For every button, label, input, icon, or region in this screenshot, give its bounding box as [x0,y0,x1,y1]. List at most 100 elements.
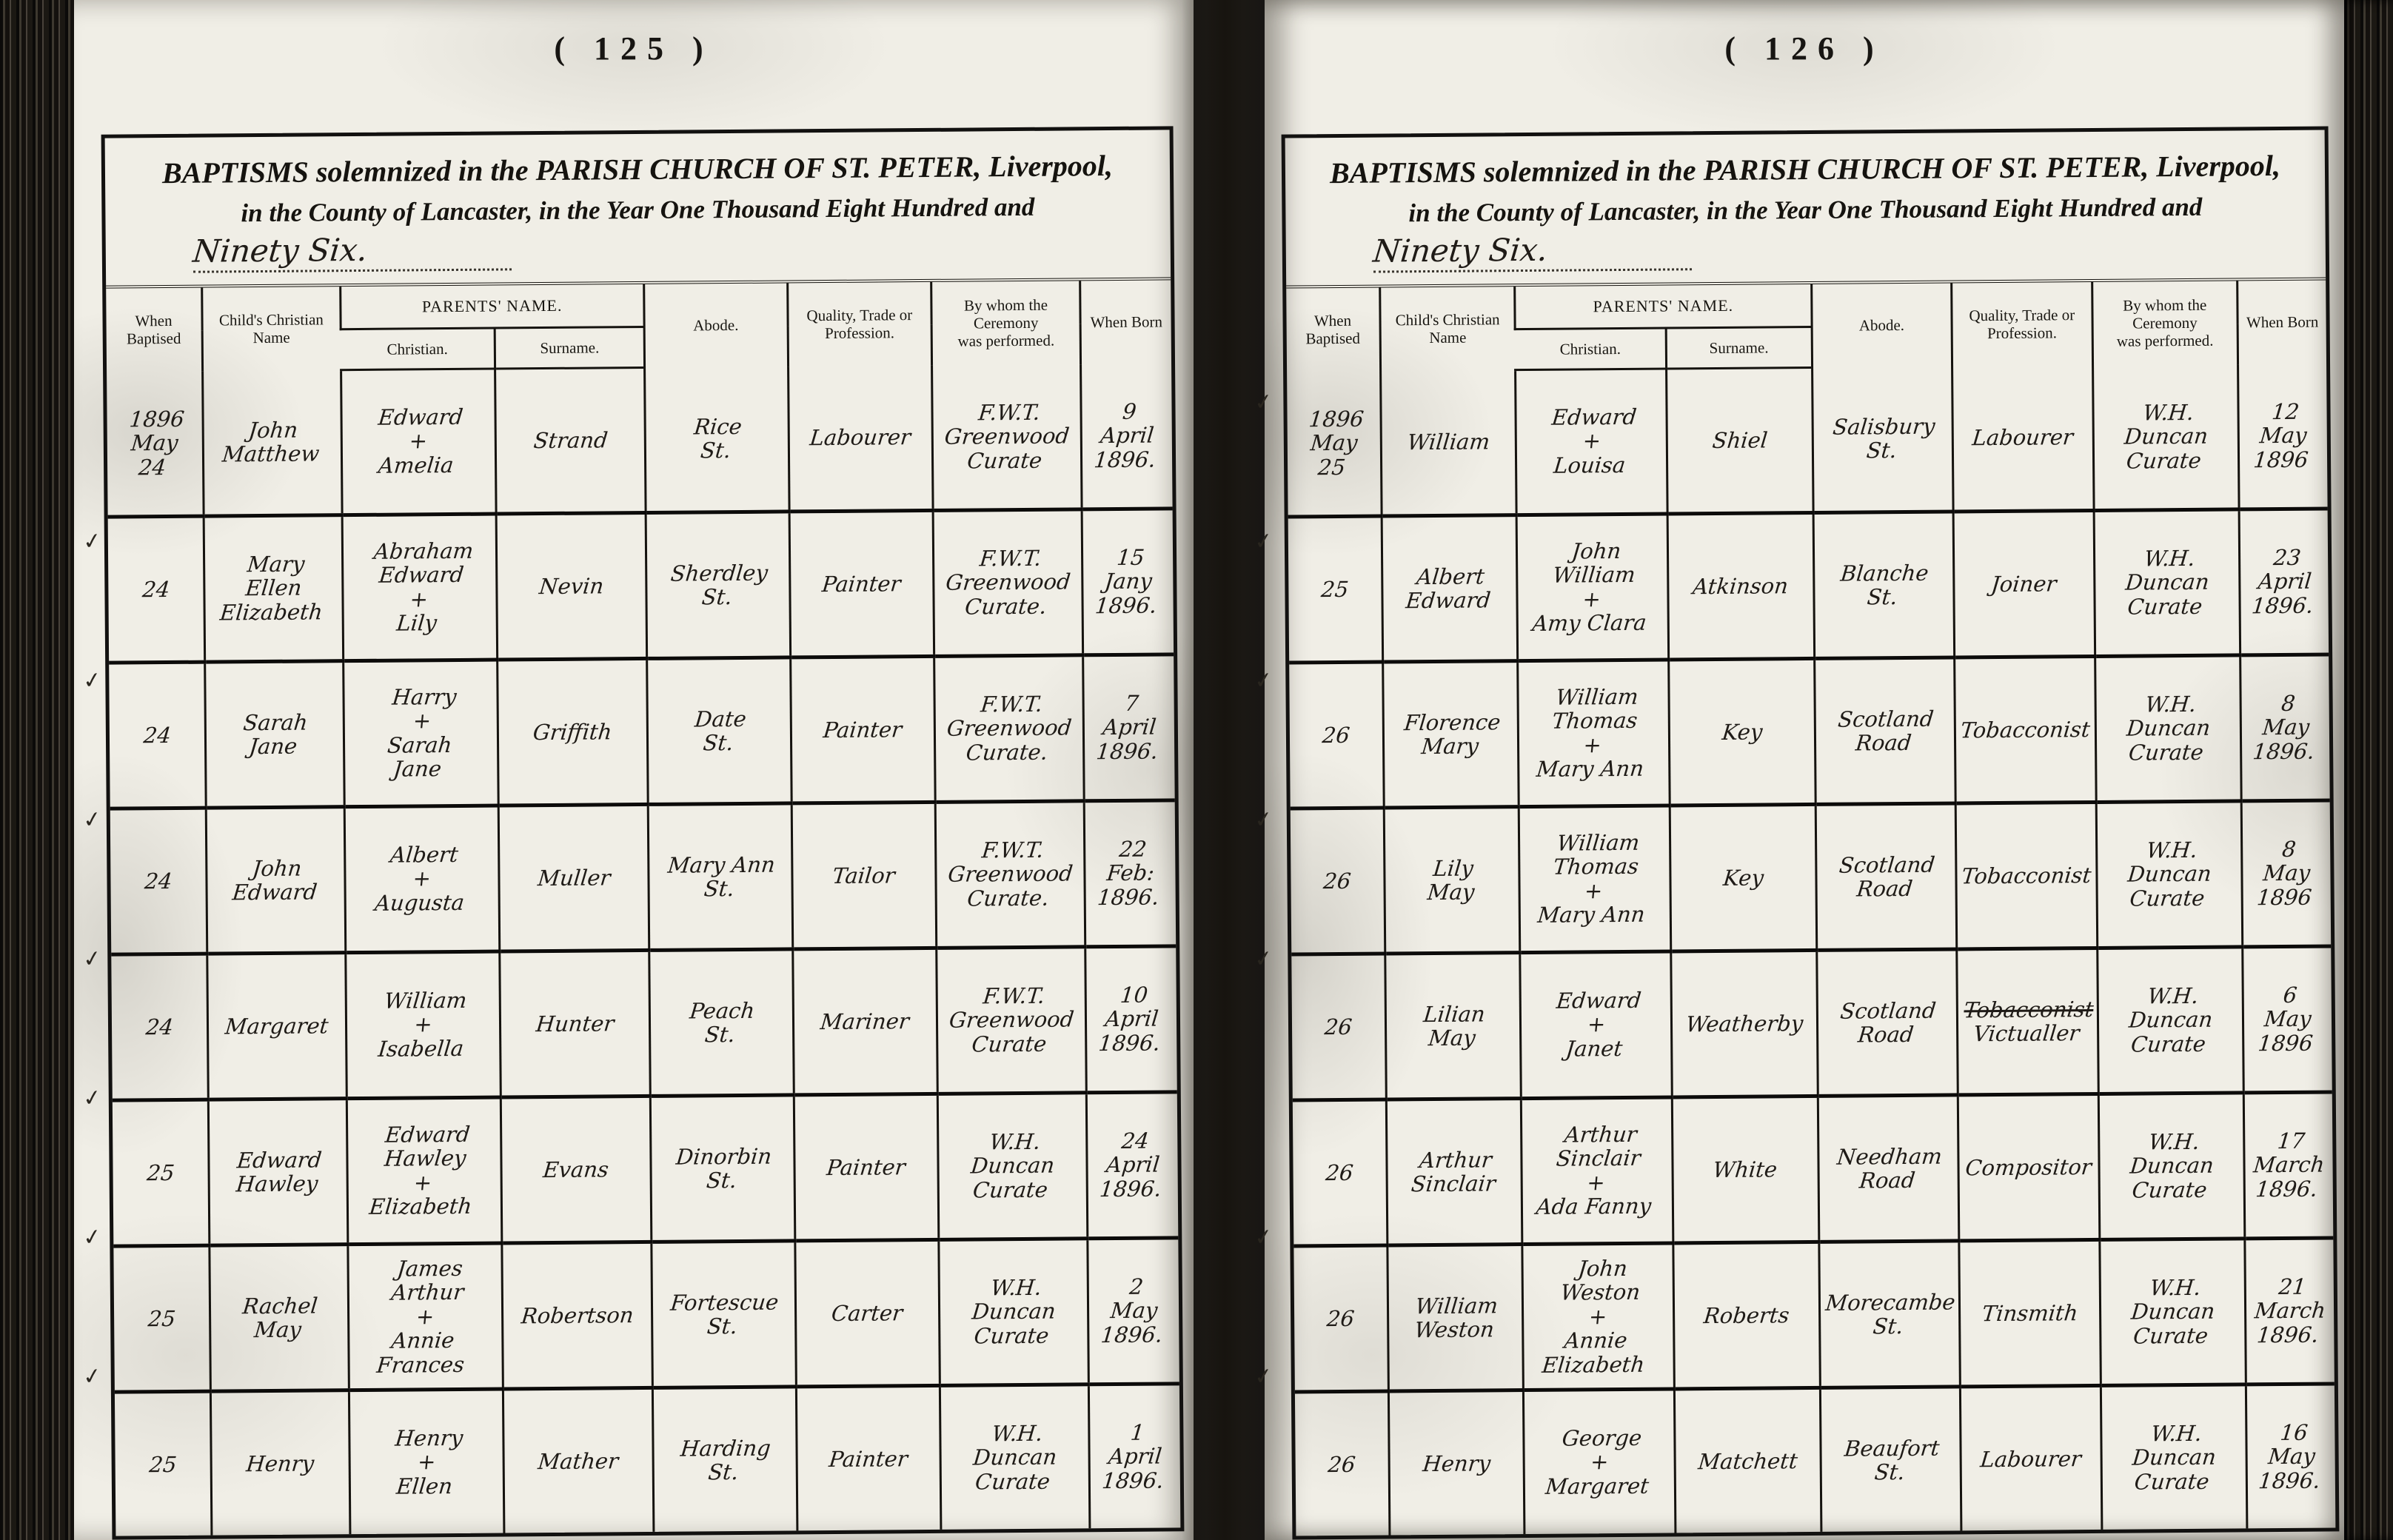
book-page-edges-left [0,0,74,1540]
cell-child: Sarah Jane [204,660,345,808]
tick-mark-icon: ✓ [81,527,104,556]
col-quality: Quality, Trade or Profession. [1951,281,2093,366]
cell-trade: Painter [794,1094,939,1241]
tick-mark-icon: ✓ [81,1223,104,1252]
title-solemnized: solemnized in the [315,153,529,189]
cell-trade: Painter [789,510,934,657]
cell-born: 22 Feb: 1896. [1084,800,1177,947]
cell-trade: Labourer [1952,365,2094,512]
cell-born: 10 April 1896. [1085,945,1177,1093]
cell-ceremony: W.H. Duncan Curate [2098,1092,2245,1240]
register-row: 25 Henry Henry + Ellen Mather Harding St. Pai… [115,1383,1181,1536]
title-line-2: in the County of Lancaster, in the Year … [241,192,1035,228]
cell-surname: Muller [498,804,649,952]
col-when-baptised: When Baptised [1305,311,1361,348]
register-row: 26 Henry George + Margaret Matchett Beaufort… [1295,1383,2336,1536]
cell-born: 8 May 1896 [2241,800,2332,947]
title-church: PARISH CHURCH OF ST. PETER, [535,150,982,187]
register-row: 25 Rachel May James Arthur + Annie Frances… [113,1237,1179,1393]
cell-child: Arthur Sinclair [1386,1098,1523,1246]
cell-trade: Tinsmith [1958,1239,2101,1387]
cell-trade: Tobacconist Victualler [1956,948,2098,1095]
cell-trade: Compositor [1958,1094,2100,1241]
cell-born: 8 May 1896. [2240,654,2330,801]
register-row: 25 Edward Hawley Edward Hawley + Elizabeth… [112,1091,1179,1247]
cell-child: John Edward [206,806,346,954]
cell-baptised: 24 [107,516,205,663]
register-title: BAPTISMS solemnized in the PARISH CHURCH… [1285,130,2326,289]
cell-parents: John William + Amy Clara [1516,514,1669,661]
table-header: When Baptised Child's Christian Name PAR… [106,280,1172,372]
cell-baptised: 25 [147,1451,178,1478]
table-body: 1896 May 25 William Edward + Louisa Shiel Sa… [1287,364,2336,1536]
cell-abode: Harding St. [652,1386,797,1532]
register-row: 26 Arthur Sinclair Arthur Sinclair + Ada F… [1292,1091,2334,1246]
cell-trade: Labourer [1960,1385,2102,1531]
col-by-whom: By whom the Ceremony was performed. [931,281,1081,366]
register-row: 26 William Weston John Weston + Annie Eliz… [1293,1237,2335,1392]
cell-child: Lilian May [1385,952,1522,1100]
register-row: 26 Lilian May Edward + Janet Weatherby Scotl… [1291,945,2332,1101]
cell-born: 24 April 1896. [1086,1091,1179,1239]
cell-ceremony: W.H. Duncan Curate [2099,1238,2246,1386]
cell-parents: William + Isabella [345,951,501,1099]
cell-born: 17 March 1896. [2243,1091,2334,1239]
cell-surname: Nevin [496,512,647,660]
cell-surname: Mather [503,1387,654,1533]
cell-surname: White [1672,1096,1819,1243]
cell-child: William Weston [1387,1244,1524,1391]
cell-trade: Joiner [1953,510,2095,657]
cell-abode: Scotland Road [1815,803,1957,951]
baptism-table: When Baptised Child's Christian Name PAR… [1286,280,2336,1536]
title-line-2: in the County of Lancaster, in the Year … [1408,192,2203,228]
col-by-whom: By whom the Ceremony was performed. [2092,281,2238,366]
cell-surname: Griffith [498,658,648,806]
cell-abode: Scotland Road [1816,948,1958,1097]
register-title: BAPTISMS solemnized in the PARISH CHURCH… [104,130,1171,289]
cell-parents: John Weston + Annie Elizabeth [1522,1242,1675,1390]
cell-abode: Peach St. [649,948,794,1097]
cell-surname: Key [1668,658,1815,806]
col-parents-name: PARENTS' NAME. [1515,284,1812,329]
register-row: 26 Florence Mary William Thomas + Mary Ann… [1289,654,2330,809]
cell-trade: Painter [796,1385,941,1531]
title-year-entry: Ninety Six. [191,226,1131,281]
cell-abode: Dinorbin St. [649,1094,795,1242]
page-number: ( 125 ) [554,30,714,67]
cell-child: Rachel May [209,1244,349,1392]
cell-child: Albert Edward [1381,515,1519,663]
cell-parents: James Arthur + Annie Frances [347,1243,503,1390]
cell-ceremony: W.H. Duncan Curate [937,1092,1088,1240]
cell-abode: Mary Ann St. [647,803,793,951]
cell-parents: Albert + Augusta [344,806,501,953]
cell-abode: Rice St. [644,366,789,513]
cell-baptised: 26 [1289,662,1385,809]
cell-child: Margaret [207,952,347,1100]
cell-trade: Painter [790,656,936,803]
cell-surname: Roberts [1673,1242,1820,1389]
cell-ceremony: F.W.T. Greenwood Curate. [935,800,1085,948]
cell-parents: Harry + Sarah Jane [343,660,499,807]
register-row: 25 Albert Edward John William + Amy Clara A… [1288,508,2329,663]
cell-parents: William Thomas + Mary Ann [1519,805,1671,953]
cell-surname: Strand [495,367,646,515]
register-page-126: ( 126 ) BAPTISMS solemnized in the PARIS… [1253,0,2344,1540]
cell-born: 15 Jany 1896. [1082,508,1174,655]
col-parents-surname: Surname. [495,327,645,369]
cell-child: Lily May [1384,806,1521,954]
col-parents-christian: Christian. [340,328,495,370]
cell-baptised: 26 [1292,1099,1388,1246]
cell-baptised: 1896 May 25 [1287,371,1382,518]
title-church: PARISH CHURCH OF ST. PETER, [1703,150,2149,187]
cell-born: 7 April 1896. [1082,654,1175,801]
cell-ceremony: W.H. Duncan Curate [2093,509,2240,657]
cell-trade: Tobacconist [1955,802,2098,949]
cell-ceremony: W.H. Duncan Curate [2092,364,2240,511]
cell-born: 21 March 1896. [2244,1237,2335,1385]
table-body: 1896 May 24 John Matthew Edward + Amelia St… [107,363,1181,1536]
cell-baptised: 24 [110,808,207,955]
cell-trade: Carter [794,1239,940,1387]
title-city: Liverpool, [988,148,1114,184]
cell-surname: Weatherby [1670,950,1818,1097]
register-row: 24 Mary Ellen Elizabeth Abraham Edward + L… [107,508,1174,663]
